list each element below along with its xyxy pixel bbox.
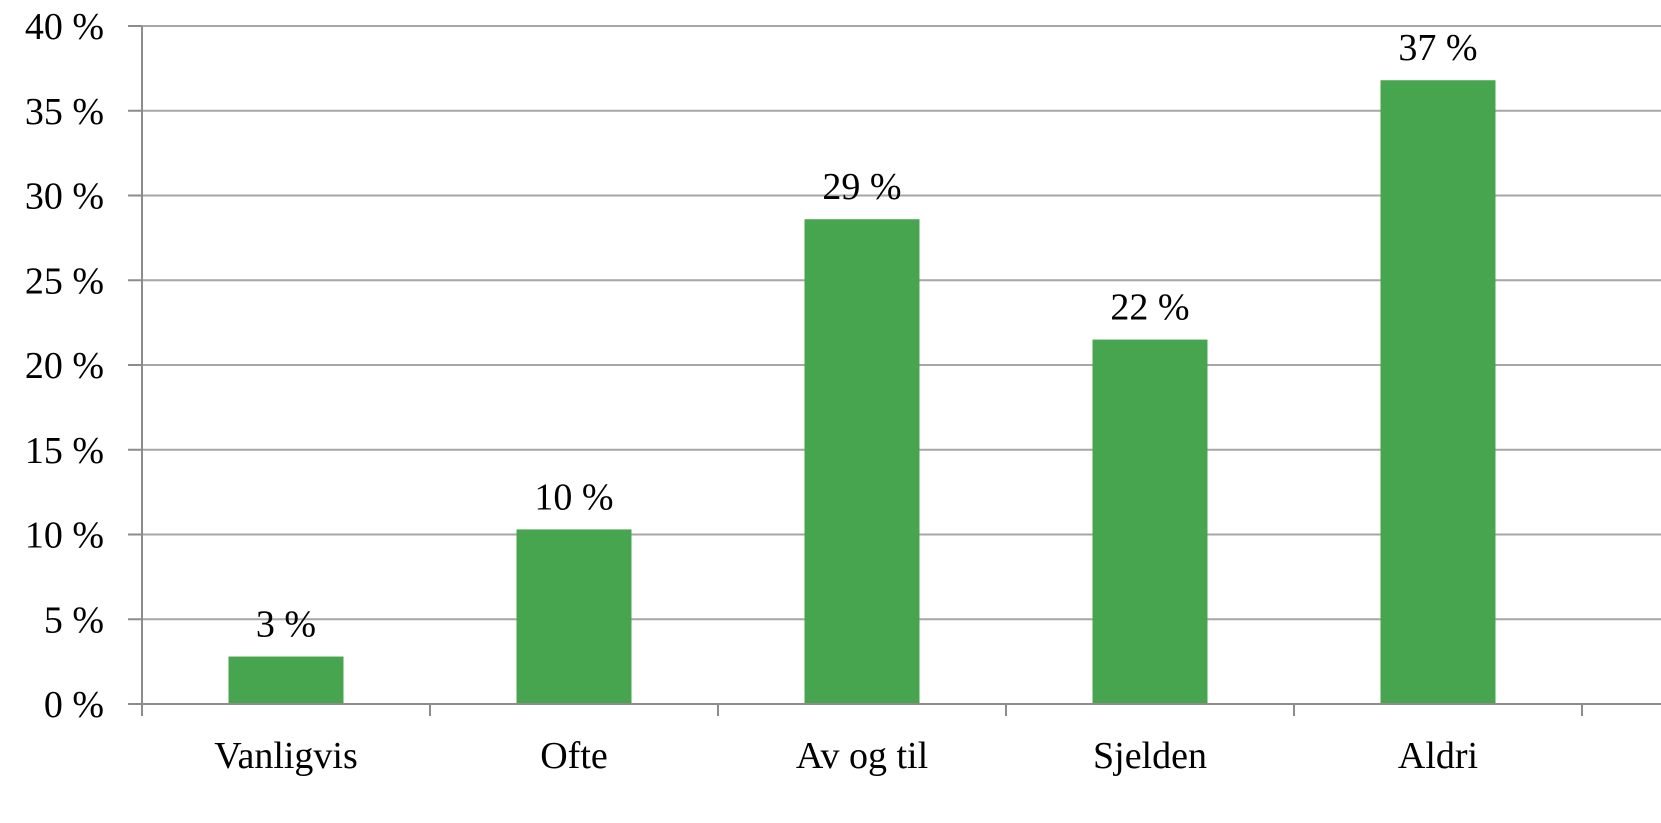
y-tick-label: 5 % [44, 599, 104, 641]
y-tick-label: 40 % [25, 6, 104, 48]
y-tick-label: 25 % [25, 260, 104, 302]
bar-ofte [516, 529, 632, 704]
data-label: 3 % [256, 604, 316, 646]
category-labels: Vanligvis Ofte Av og til Sjelden Aldri [214, 735, 1478, 777]
data-labels: 3 % 10 % 29 % 22 % 37 % [256, 27, 1478, 645]
category-label: Vanligvis [214, 735, 358, 777]
bars [228, 80, 1496, 705]
category-label: Aldri [1398, 735, 1478, 777]
category-label: Av og til [796, 735, 928, 777]
data-label: 22 % [1110, 287, 1189, 329]
bar-vanligvis [228, 656, 344, 704]
category-label: Sjelden [1093, 735, 1207, 777]
y-tick-label: 20 % [25, 345, 104, 387]
y-tick-label: 30 % [25, 176, 104, 218]
bar-av-og-til [804, 219, 920, 705]
y-tick-label: 35 % [25, 91, 104, 133]
y-tick-label: 0 % [44, 684, 104, 726]
y-tick-label: 10 % [25, 515, 104, 557]
bar-aldri [1380, 80, 1496, 705]
data-label: 29 % [822, 166, 901, 208]
axes [128, 26, 1661, 716]
data-label: 10 % [534, 476, 613, 518]
data-label: 37 % [1398, 27, 1477, 69]
bar-sjelden [1092, 339, 1208, 704]
y-tick-labels: 0 % 5 % 10 % 15 % 20 % 25 % 30 % 35 % 40 % [25, 6, 104, 726]
y-tick-label: 15 % [25, 430, 104, 472]
category-label: Ofte [540, 735, 608, 777]
